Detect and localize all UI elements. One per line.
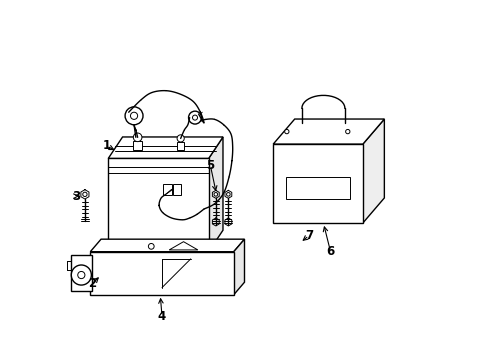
Polygon shape xyxy=(108,137,223,158)
Circle shape xyxy=(71,265,91,285)
Bar xyxy=(273,144,362,223)
Text: 3: 3 xyxy=(72,190,80,203)
Bar xyxy=(177,142,184,150)
Polygon shape xyxy=(70,255,92,291)
Polygon shape xyxy=(362,119,384,223)
Text: 2: 2 xyxy=(88,278,96,291)
Text: 4: 4 xyxy=(158,310,166,323)
Polygon shape xyxy=(169,242,198,250)
Circle shape xyxy=(82,192,87,197)
Circle shape xyxy=(177,135,184,142)
Polygon shape xyxy=(90,239,244,252)
Bar xyxy=(133,141,142,150)
Bar xyxy=(172,184,180,195)
Bar xyxy=(90,252,233,295)
Circle shape xyxy=(284,130,288,134)
Circle shape xyxy=(345,130,349,134)
Circle shape xyxy=(226,193,230,196)
Polygon shape xyxy=(273,119,384,144)
Circle shape xyxy=(133,133,142,141)
Circle shape xyxy=(188,111,201,124)
Bar xyxy=(285,177,349,199)
Bar xyxy=(163,184,171,195)
Circle shape xyxy=(130,112,137,120)
Polygon shape xyxy=(208,137,223,252)
Text: 1: 1 xyxy=(102,139,110,152)
Text: 5: 5 xyxy=(206,159,214,172)
Circle shape xyxy=(192,115,197,120)
Circle shape xyxy=(148,243,154,249)
Bar xyxy=(108,158,208,252)
Text: 7: 7 xyxy=(305,229,312,242)
Polygon shape xyxy=(233,239,244,295)
Text: 6: 6 xyxy=(326,245,334,258)
Circle shape xyxy=(214,193,217,196)
Circle shape xyxy=(125,107,142,125)
Circle shape xyxy=(78,271,85,279)
